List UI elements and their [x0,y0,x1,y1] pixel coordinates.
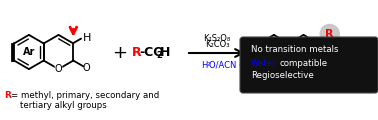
Text: H: H [83,33,91,43]
Text: compatible: compatible [279,59,327,67]
Text: 2: 2 [156,51,162,60]
Text: Ar: Ar [23,47,35,57]
Circle shape [320,24,339,43]
Text: R: R [132,46,142,60]
Text: R: R [4,90,11,99]
Text: Regioselective: Regioselective [251,72,314,81]
Text: tertiary alkyl groups: tertiary alkyl groups [20,101,107,109]
Text: K₂CO₃: K₂CO₃ [205,40,229,49]
Text: 2: 2 [206,63,210,67]
Text: No transition metals: No transition metals [251,45,339,54]
Text: H: H [201,61,208,70]
Text: O: O [83,63,90,73]
Text: H: H [160,46,170,60]
Text: +: + [113,44,127,62]
Text: R: R [325,29,334,39]
Text: = methyl, primary, secondary and: = methyl, primary, secondary and [11,90,159,99]
Text: O/ACN (5:1): O/ACN (5:1) [209,61,259,70]
FancyBboxPatch shape [240,37,378,93]
Text: O: O [300,64,307,74]
Text: O: O [328,63,335,73]
Text: Ar: Ar [268,47,280,57]
Text: K₂S₂O₈: K₂S₂O₈ [203,34,231,43]
Text: -CO: -CO [139,46,164,60]
Text: Water: Water [251,59,276,67]
Text: O: O [55,64,62,74]
